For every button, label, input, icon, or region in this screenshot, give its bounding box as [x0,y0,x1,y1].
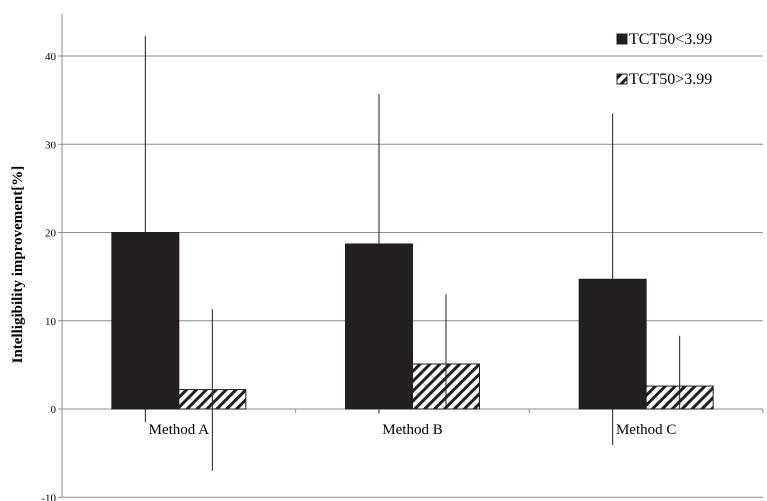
y-tick-label: 40 [45,51,57,63]
legend-swatch [616,73,628,85]
legend-label: TCT50>3.99 [629,71,712,88]
legend-label: TCT50<3.99 [629,31,712,48]
y-tick-label: -10 [41,492,56,501]
category-label: Method A [149,422,210,438]
y-axis-title: Intelligibility improvement[%] [10,166,26,364]
y-tick-label: 30 [45,139,57,151]
category-label: Method B [382,422,442,438]
category-label: Method C [616,422,676,438]
legend-swatch [616,33,628,45]
y-tick-label: 20 [45,228,57,240]
y-tick-label: 0 [51,404,57,416]
y-tick-label: 10 [45,316,57,328]
